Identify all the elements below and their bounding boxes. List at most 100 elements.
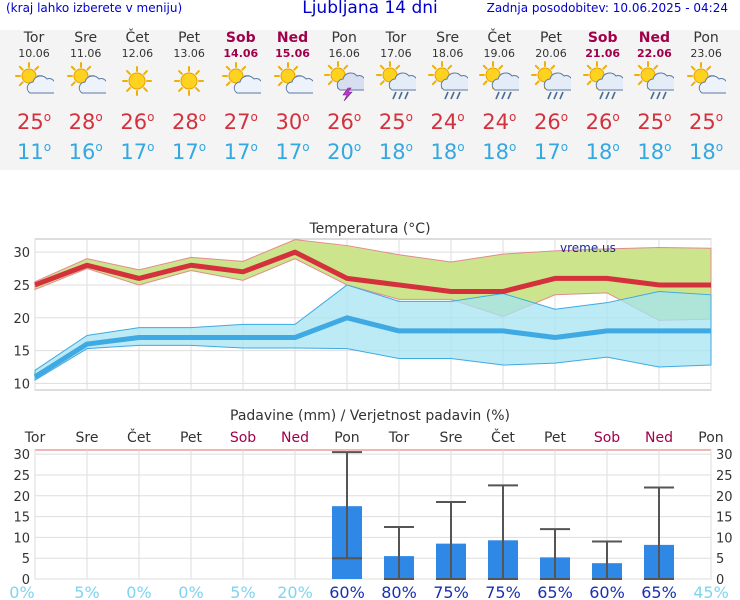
sun-cloud-rain-icon (427, 61, 468, 100)
day-column[interactable]: Tor 17.06 25o 18o (370, 30, 422, 164)
sun-cloud-rain-icon (634, 61, 675, 100)
day-column[interactable]: Čet 19.06 24o 18o (473, 30, 525, 164)
weather-icon-slot (577, 60, 629, 102)
max-temp: 28o (68, 110, 103, 134)
max-temp: 26o (120, 110, 155, 134)
day-column[interactable]: Pet 13.06 28o 17o (163, 30, 215, 164)
min-temp: 18o (378, 140, 413, 164)
max-temp: 25o (637, 110, 672, 134)
weather-icon-slot (267, 60, 319, 102)
day-column[interactable]: Sob 14.06 27o 17o (215, 30, 267, 164)
day-column[interactable]: Sob 21.06 26o 18o (577, 30, 629, 164)
x-tick-label: Pet (180, 430, 203, 446)
precip-probability: 5% (74, 583, 99, 600)
x-tick-label: Tor (24, 430, 46, 446)
y-tick-label-right: 10 (716, 531, 733, 546)
thunderstorm-icon (324, 61, 365, 101)
day-column[interactable]: Sre 18.06 24o 18o (422, 30, 474, 164)
weather-icon-slot (422, 60, 474, 102)
y-tick-label-right: 5 (716, 552, 724, 567)
min-temp: 17o (223, 140, 258, 164)
x-tick-label: Čet (491, 428, 515, 446)
sun-cloud-rain-icon (582, 61, 623, 100)
precip-probability: 45% (693, 583, 729, 600)
sun-cloud-rain-icon (479, 61, 520, 100)
y-tick-label: 15 (13, 511, 30, 526)
day-name: Pet (178, 30, 201, 46)
max-temp: 25o (378, 110, 413, 134)
weather-icon-slot (525, 60, 577, 102)
precip-probability: 0% (178, 583, 203, 600)
daily-forecast-strip: Tor 10.06 25o 11o Sre 11.06 28o 16o Čet 12.06 26o 1… (0, 30, 740, 170)
x-tick-label: Sob (594, 430, 620, 446)
day-date: 12.06 (121, 47, 154, 60)
precip-probability: 0% (126, 583, 151, 600)
precip-probability: 75% (433, 583, 469, 600)
min-temp: 11o (16, 140, 52, 164)
day-name: Pon (693, 30, 719, 46)
precipitation-range-whisker (488, 484, 518, 580)
precipitation-plot-area (34, 449, 712, 580)
max-temp: 30o (275, 110, 310, 134)
max-temp: 24o (482, 110, 517, 134)
day-name: Ned (276, 30, 309, 46)
watermark: vreme.us (560, 241, 616, 255)
day-column[interactable]: Pet 20.06 26o 17o (525, 30, 577, 164)
sun-cloud-rain-icon (531, 61, 571, 100)
y-tick-label: 20 (13, 312, 30, 327)
x-tick-label: Sre (76, 430, 99, 446)
precip-probability: 60% (589, 583, 625, 600)
precipitation-range-whisker (436, 501, 466, 580)
y-tick-label: 20 (13, 490, 30, 505)
max-temp-line (34, 249, 711, 295)
precip-probability: 65% (641, 583, 677, 600)
sun-cloud-icon (687, 62, 727, 94)
precip-probability: 0% (9, 583, 34, 600)
sun-cloud-icon (221, 62, 261, 94)
min-temp: 18o (482, 140, 517, 164)
day-column[interactable]: Ned 22.06 25o 18o (628, 30, 680, 164)
min-temp: 20o (327, 140, 362, 164)
precip-probability: 20% (277, 583, 313, 600)
y-tick-label: 30 (13, 246, 30, 261)
y-tick-label: 10 (13, 377, 30, 392)
menu-hint[interactable]: (kraj lahko izberete v meniju) (6, 1, 183, 15)
sun-cloud-rain-icon (375, 61, 416, 100)
precip-probability: 65% (537, 583, 573, 600)
min-temp: 16o (68, 140, 103, 164)
y-tick-label: 5 (22, 552, 30, 567)
day-date: 23.06 (690, 47, 722, 60)
max-temp: 28o (172, 110, 207, 134)
day-column[interactable]: Pon 16.06 26o 20o (318, 30, 370, 164)
y-tick-label: 25 (13, 279, 30, 294)
precip-probability: 80% (381, 583, 417, 600)
day-date: 21.06 (585, 47, 621, 60)
x-tick-label: Pon (698, 430, 723, 446)
last-updated: Zadnja posodobitev: 10.06.2025 - 04:24 (486, 1, 728, 15)
day-column[interactable]: Tor 10.06 25o 11o (8, 30, 60, 164)
day-name: Tor (23, 30, 45, 46)
day-date: 13.06 (173, 47, 205, 60)
day-date: 17.06 (380, 47, 412, 60)
page-title: Ljubljana 14 dni (302, 0, 438, 18)
y-tick-label-right: 15 (716, 511, 733, 526)
day-name: Sre (436, 30, 460, 46)
min-temp: 18o (637, 140, 672, 164)
day-date: 18.06 (431, 47, 464, 60)
day-column[interactable]: Čet 12.06 26o 17o (111, 30, 163, 164)
max-temp: 25o (689, 110, 724, 134)
precipitation-range-whisker (332, 451, 362, 560)
x-tick-label: Čet (127, 428, 151, 446)
weather-icon-slot (215, 60, 267, 102)
weather-icon-slot (628, 60, 680, 102)
precip-probability: 60% (329, 583, 365, 600)
day-column[interactable]: Sre 11.06 28o 16o (60, 30, 112, 164)
day-name: Sob (587, 30, 618, 46)
max-temp: 24o (430, 110, 465, 134)
day-column[interactable]: Ned 15.06 30o 17o (267, 30, 319, 164)
x-tick-label: Sre (440, 430, 463, 446)
day-column[interactable]: Pon 23.06 25o 18o (680, 30, 732, 164)
x-tick-label: Sob (230, 430, 256, 446)
weather-icon-slot (111, 60, 163, 102)
x-tick-label: Ned (281, 430, 309, 446)
